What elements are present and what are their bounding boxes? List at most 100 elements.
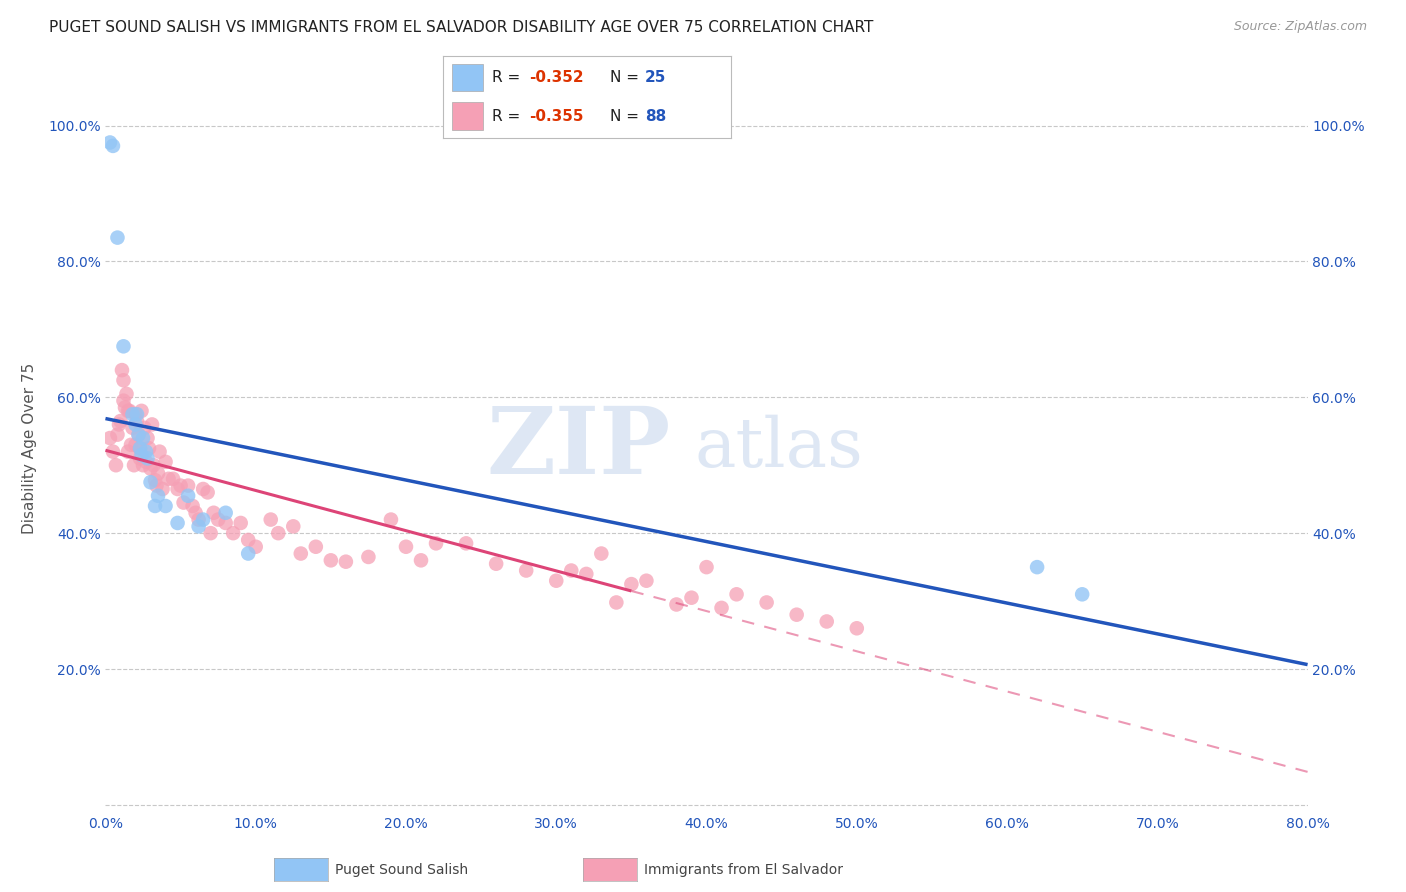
Point bbox=[114, 401, 136, 415]
Point bbox=[267, 526, 290, 541]
Text: N =: N = bbox=[610, 70, 644, 85]
Point bbox=[122, 458, 145, 473]
Point bbox=[169, 478, 191, 492]
Text: Immigrants from El Salvador: Immigrants from El Salvador bbox=[644, 863, 844, 877]
Point bbox=[124, 407, 146, 421]
Y-axis label: Disability Age Over 75: Disability Age Over 75 bbox=[22, 363, 37, 533]
Point bbox=[108, 417, 131, 432]
Point bbox=[152, 482, 174, 496]
Point bbox=[146, 467, 169, 481]
Point bbox=[260, 512, 283, 526]
Point bbox=[591, 547, 613, 561]
Point bbox=[125, 414, 148, 428]
Point bbox=[177, 478, 200, 492]
Point bbox=[117, 444, 139, 458]
Point bbox=[135, 444, 157, 458]
Point bbox=[238, 547, 260, 561]
Point bbox=[1071, 587, 1094, 601]
Point bbox=[290, 547, 312, 561]
Point bbox=[131, 404, 153, 418]
Point bbox=[187, 512, 209, 526]
Point bbox=[104, 458, 127, 473]
Point bbox=[118, 404, 141, 418]
Point bbox=[138, 442, 160, 455]
Point bbox=[305, 540, 328, 554]
Point bbox=[139, 475, 162, 490]
Point bbox=[98, 431, 121, 445]
Point bbox=[425, 536, 447, 550]
Point bbox=[157, 472, 180, 486]
Point bbox=[575, 566, 598, 581]
Point bbox=[845, 621, 868, 635]
Text: -0.355: -0.355 bbox=[530, 109, 583, 124]
Point bbox=[129, 442, 152, 455]
Point bbox=[98, 136, 121, 150]
Point bbox=[665, 598, 688, 612]
Point bbox=[710, 600, 733, 615]
Point bbox=[177, 489, 200, 503]
Point bbox=[101, 444, 124, 458]
Point bbox=[197, 485, 219, 500]
Point bbox=[128, 427, 150, 442]
Point bbox=[515, 564, 537, 578]
Point bbox=[121, 407, 143, 421]
Text: PUGET SOUND SALISH VS IMMIGRANTS FROM EL SALVADOR DISABILITY AGE OVER 75 CORRELA: PUGET SOUND SALISH VS IMMIGRANTS FROM EL… bbox=[49, 20, 873, 35]
Point bbox=[141, 417, 163, 432]
Point bbox=[187, 519, 209, 533]
Text: Source: ZipAtlas.com: Source: ZipAtlas.com bbox=[1233, 20, 1367, 33]
Point bbox=[155, 455, 177, 469]
Point bbox=[245, 540, 267, 554]
Point bbox=[181, 499, 204, 513]
Text: atlas: atlas bbox=[695, 415, 863, 482]
Text: N =: N = bbox=[610, 109, 644, 124]
Point bbox=[134, 421, 156, 435]
Bar bbox=[451, 63, 484, 92]
Point bbox=[129, 451, 152, 466]
Text: -0.352: -0.352 bbox=[530, 70, 583, 85]
Point bbox=[117, 404, 139, 418]
Point bbox=[191, 512, 214, 526]
Point bbox=[155, 499, 177, 513]
Point bbox=[357, 549, 380, 564]
Point bbox=[546, 574, 568, 588]
Point bbox=[319, 553, 342, 567]
Point bbox=[107, 230, 129, 244]
Point bbox=[142, 458, 165, 473]
Point bbox=[214, 516, 236, 530]
Point bbox=[755, 595, 778, 609]
Point bbox=[202, 506, 225, 520]
Point bbox=[139, 461, 162, 475]
Point bbox=[605, 595, 627, 609]
Point bbox=[143, 499, 166, 513]
Point bbox=[112, 339, 135, 353]
Text: R =: R = bbox=[492, 70, 524, 85]
Text: ZIP: ZIP bbox=[486, 403, 671, 493]
Point bbox=[696, 560, 718, 574]
Point bbox=[815, 615, 838, 629]
Text: Puget Sound Salish: Puget Sound Salish bbox=[335, 863, 468, 877]
Point bbox=[173, 495, 195, 509]
Point bbox=[1026, 560, 1049, 574]
Point bbox=[132, 431, 155, 445]
Point bbox=[229, 516, 252, 530]
Point bbox=[146, 489, 169, 503]
Point bbox=[112, 393, 135, 408]
Point bbox=[136, 431, 159, 445]
Point bbox=[454, 536, 477, 550]
Point bbox=[124, 417, 146, 432]
Text: R =: R = bbox=[492, 109, 524, 124]
Point bbox=[125, 407, 148, 421]
Point bbox=[120, 438, 142, 452]
Point bbox=[129, 442, 152, 455]
Point bbox=[112, 373, 135, 387]
Text: 88: 88 bbox=[644, 109, 666, 124]
Point bbox=[131, 448, 153, 462]
Point bbox=[283, 519, 305, 533]
Point bbox=[786, 607, 808, 622]
Point bbox=[191, 482, 214, 496]
Point bbox=[636, 574, 658, 588]
Point bbox=[681, 591, 703, 605]
Point bbox=[409, 553, 432, 567]
Point bbox=[121, 421, 143, 435]
Point bbox=[184, 506, 207, 520]
